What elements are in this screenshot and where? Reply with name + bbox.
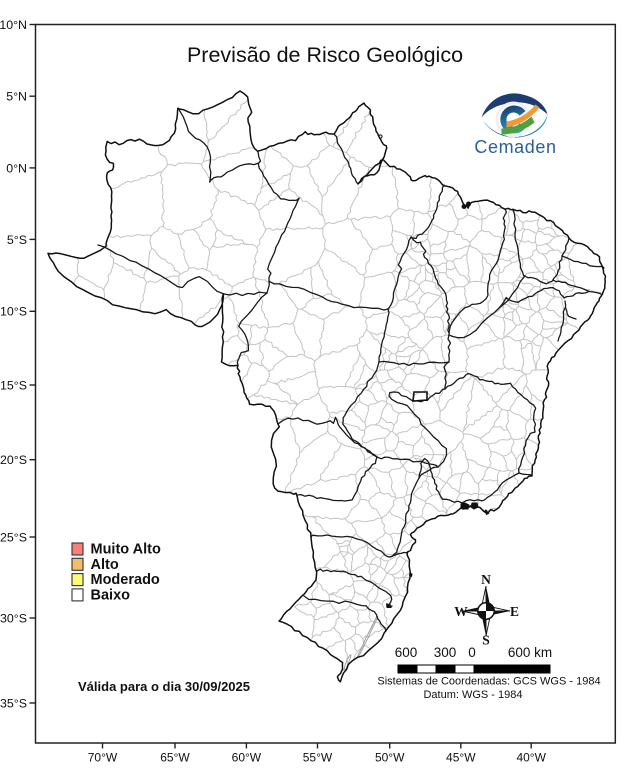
svg-text:60°W: 60°W: [232, 751, 262, 765]
svg-text:55°W: 55°W: [303, 751, 333, 765]
svg-text:Cemaden: Cemaden: [474, 137, 556, 157]
svg-text:5°S: 5°S: [7, 233, 27, 247]
svg-text:S: S: [482, 633, 490, 648]
svg-text:40°W: 40°W: [516, 751, 546, 765]
svg-text:0: 0: [468, 645, 476, 660]
svg-text:20°S: 20°S: [0, 453, 27, 467]
svg-text:25°S: 25°S: [0, 530, 27, 544]
svg-text:45°W: 45°W: [446, 751, 476, 765]
svg-text:10°S: 10°S: [0, 305, 27, 319]
svg-text:Baixo: Baixo: [91, 587, 131, 603]
svg-text:30°S: 30°S: [0, 611, 27, 625]
svg-text:E: E: [510, 604, 519, 619]
svg-text:Sistemas de Coordenadas: GCS W: Sistemas de Coordenadas: GCS WGS - 1984: [377, 676, 600, 688]
svg-text:Previsão de Risco Geológico: Previsão de Risco Geológico: [187, 43, 463, 67]
svg-text:N: N: [481, 572, 491, 587]
svg-text:W: W: [454, 604, 468, 619]
svg-text:600 km: 600 km: [508, 645, 552, 660]
svg-text:70°W: 70°W: [88, 751, 118, 765]
svg-text:300: 300: [434, 645, 457, 660]
svg-text:Muito Alto: Muito Alto: [91, 542, 161, 558]
svg-text:0°N: 0°N: [6, 161, 27, 175]
svg-text:Válida para o dia 30/09/2025: Válida para o dia 30/09/2025: [78, 679, 250, 694]
svg-text:65°W: 65°W: [160, 751, 190, 765]
svg-text:Moderado: Moderado: [91, 572, 160, 588]
svg-text:50°W: 50°W: [375, 751, 405, 765]
svg-text:Alto: Alto: [91, 557, 119, 573]
svg-text:5°N: 5°N: [6, 90, 27, 104]
svg-text:Datum: WGS - 1984: Datum: WGS - 1984: [423, 689, 522, 701]
svg-text:35°S: 35°S: [0, 696, 27, 710]
svg-text:15°S: 15°S: [0, 378, 27, 392]
svg-text:10°N: 10°N: [0, 18, 27, 32]
svg-text:600: 600: [395, 645, 418, 660]
